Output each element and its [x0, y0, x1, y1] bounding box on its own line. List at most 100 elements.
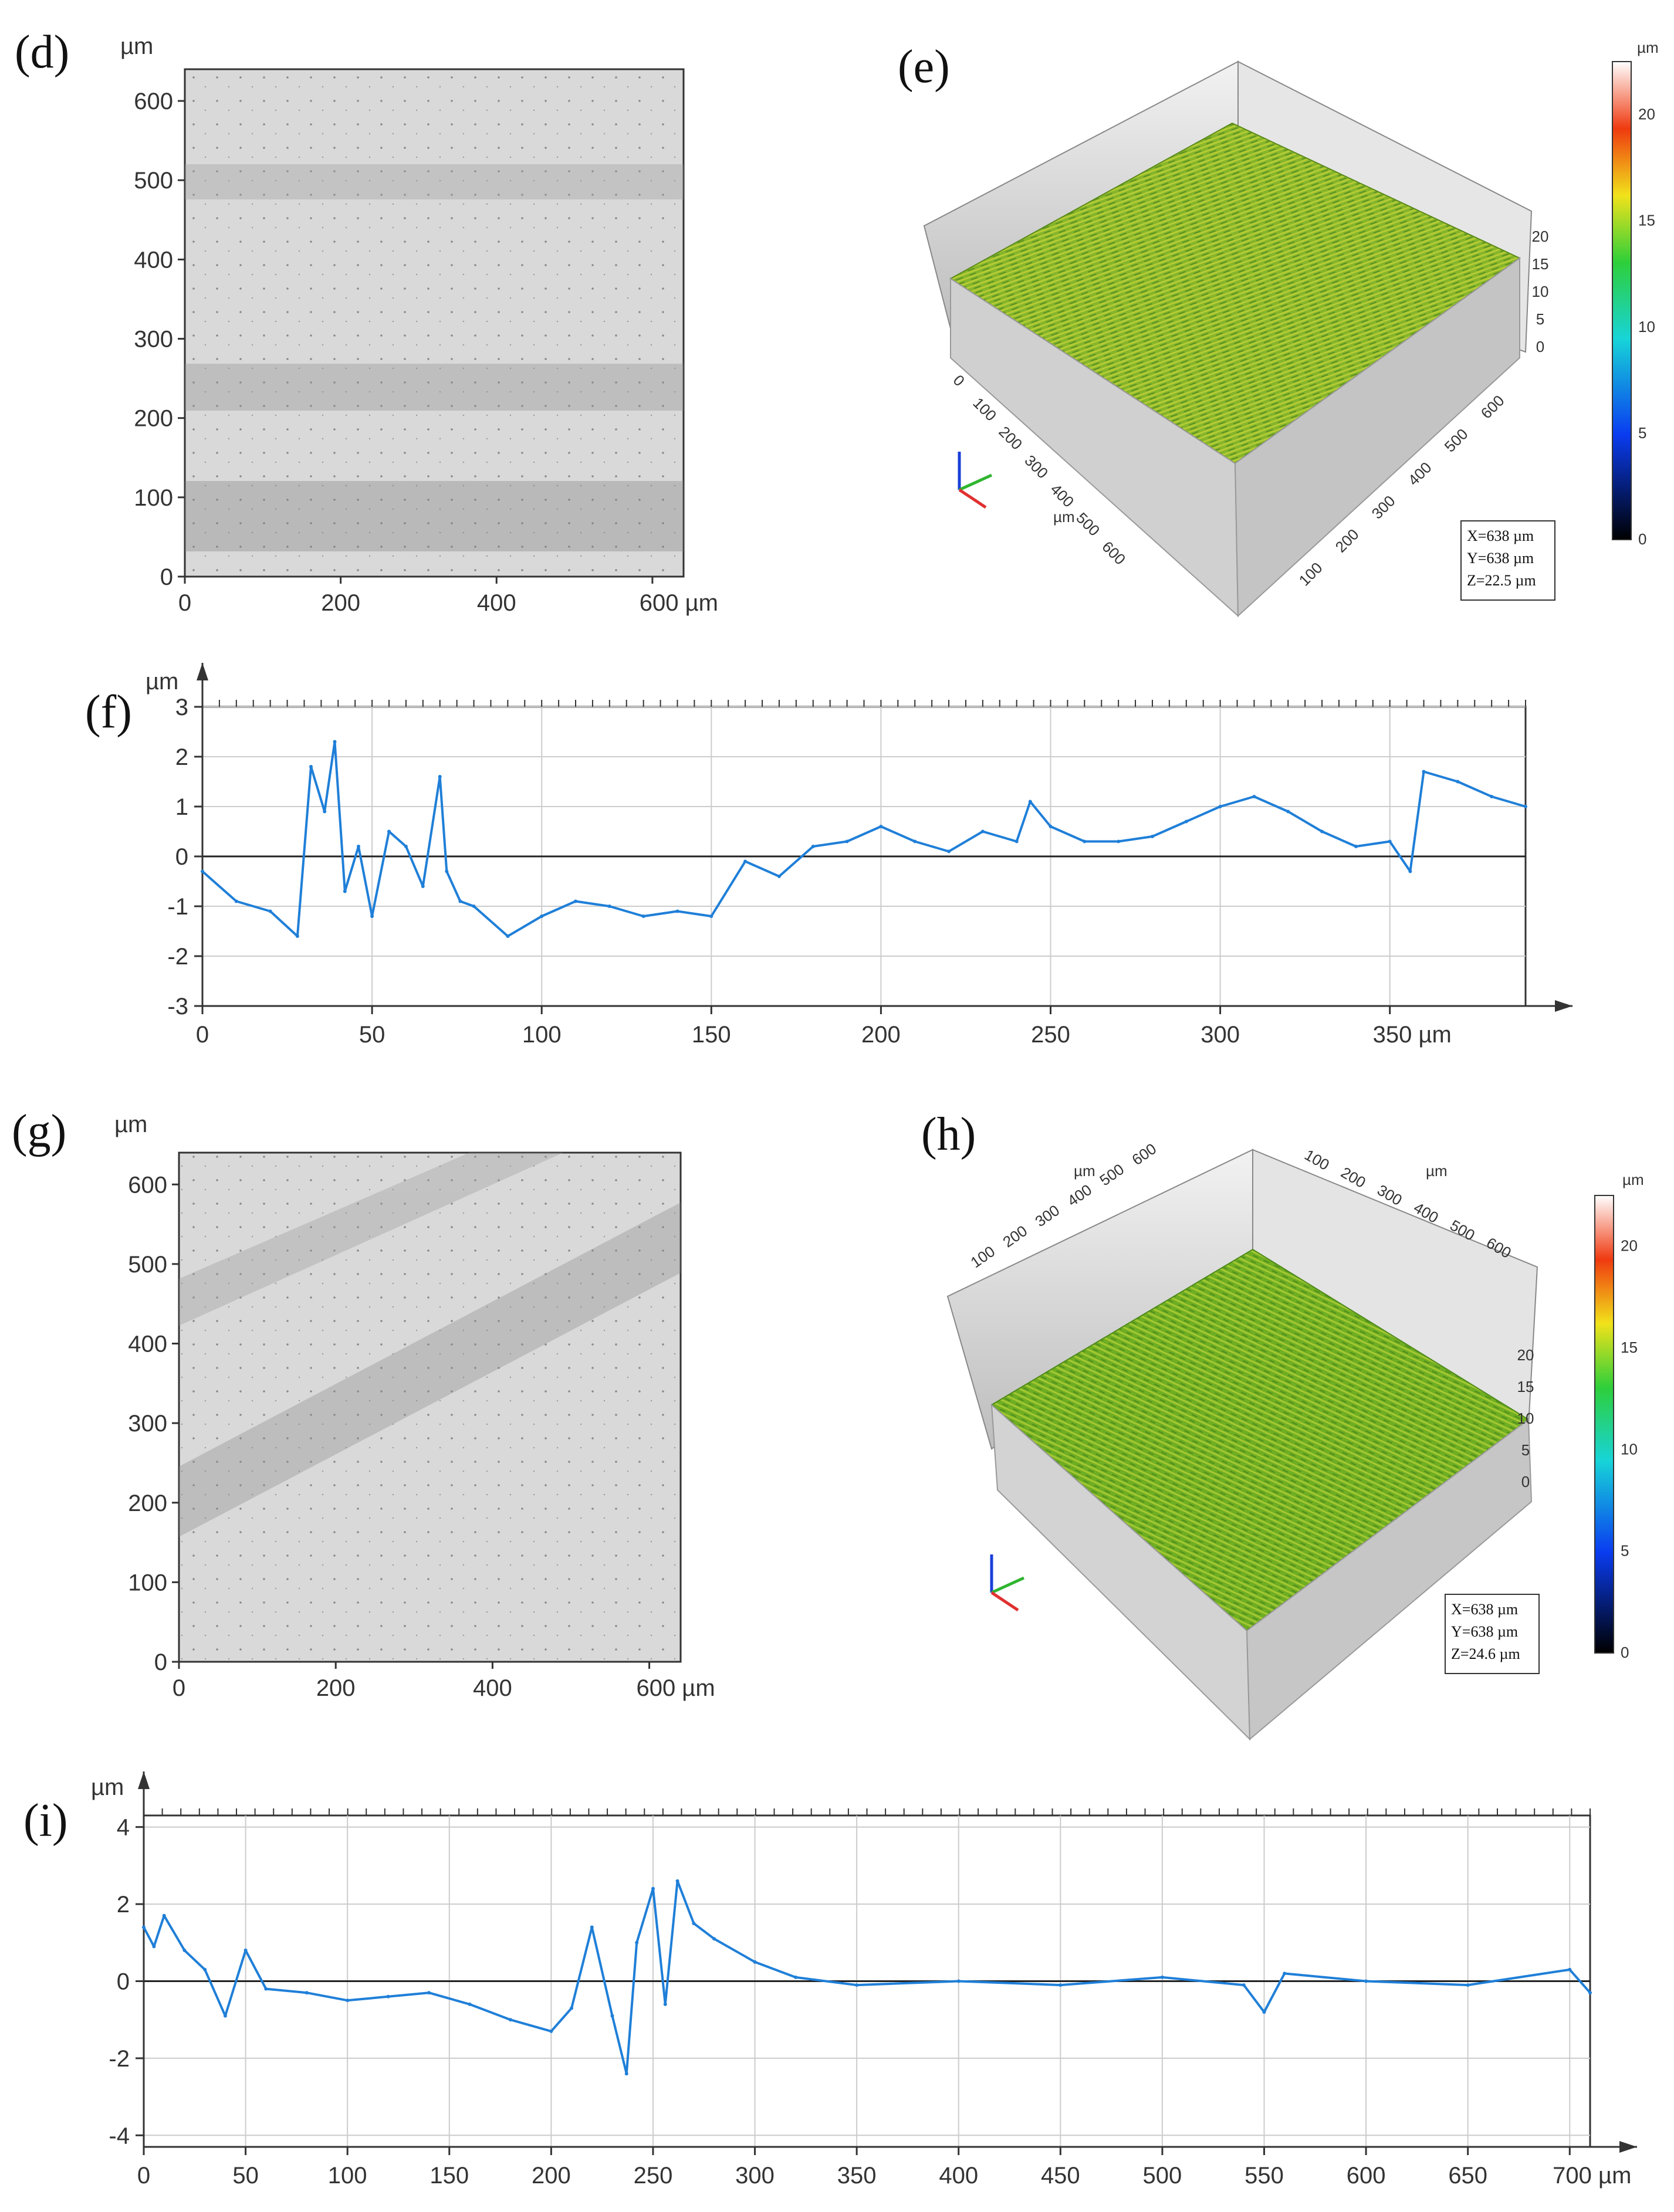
profile-point: [1364, 1979, 1368, 1983]
profile-point: [641, 914, 645, 918]
profile-point: [1286, 809, 1290, 814]
profile-point: [244, 1948, 248, 1952]
profile-point: [458, 899, 462, 903]
x-tick-label: 50: [232, 2163, 259, 2189]
x-tick-label: 600: [1347, 2163, 1386, 2189]
y-tick-label: -2: [109, 2046, 130, 2072]
chart-i-plot: 0 50 100 150 200 250 300 350 400 450 500 550 600 650 7…: [109, 1771, 1637, 2189]
profile-point: [386, 1994, 390, 1998]
chart-f: (f) µm 0 50 100 150 200 250 300 350 µm -3 -2 -1 0 1 2…: [85, 663, 1572, 1048]
profile-point: [743, 859, 748, 863]
x-tick-label: 0: [173, 1675, 185, 1701]
profile-point: [540, 914, 544, 918]
y-tick-label: 100: [128, 1570, 167, 1596]
panel-g-x-ticks: 0 200 400 600 µm: [173, 1662, 715, 1701]
x-tick-label: 150: [430, 2163, 469, 2189]
profile-point: [635, 1940, 639, 1945]
profile-point: [201, 869, 204, 873]
y-tick-label: 0: [160, 564, 173, 590]
profile-point: [370, 914, 374, 918]
axis-tick-label: 400: [1047, 480, 1077, 511]
profile-point: [1117, 839, 1121, 844]
axis-tick-label: 600: [1128, 1140, 1159, 1168]
profile-point: [712, 1937, 716, 1941]
y-tick-label: -3: [167, 994, 188, 1019]
axis-tick-label: 5: [1521, 1441, 1530, 1459]
profile-point: [468, 2002, 472, 2006]
panel-e-front-wall-right: [1234, 257, 1520, 618]
y-tick-label: 500: [134, 168, 173, 194]
profile-point: [1456, 780, 1460, 784]
axis-tick-label: 300: [1032, 1201, 1063, 1230]
y-tick-label: 100: [134, 485, 173, 511]
profile-point: [152, 1945, 156, 1949]
x-tick-label: 550: [1244, 2163, 1284, 2189]
profile-point: [1490, 795, 1494, 798]
profile-point: [590, 1925, 594, 1929]
panel-e-colorbar-unit: µm: [1637, 39, 1659, 56]
y-tick-label: 600: [128, 1172, 167, 1198]
profile-point: [421, 885, 425, 888]
y-tick-label: 1: [175, 794, 188, 820]
axis-tick-label: 100: [967, 1242, 998, 1271]
profile-point: [1588, 1991, 1592, 1995]
axis-tick-label: 10: [1532, 283, 1549, 300]
chart-i-y-unit: µm: [91, 1774, 124, 1800]
y-tick-label: 2: [117, 1892, 130, 1918]
profile-point: [1262, 2010, 1266, 2014]
profile-point: [549, 2029, 553, 2033]
profile-point: [879, 825, 883, 828]
axis-tick-label: 200: [999, 1222, 1030, 1251]
profile-point: [753, 1960, 757, 1964]
x-tick-label: 400: [939, 2163, 978, 2189]
x-tick-label: 700 µm: [1553, 2163, 1631, 2189]
x-tick-label: 0: [137, 2163, 150, 2189]
profile-point: [845, 839, 849, 844]
panel-label-h: (h): [921, 1109, 976, 1160]
panel-e-info-x: X=638 µm: [1467, 527, 1534, 544]
axis-tick-label: 5: [1536, 310, 1544, 328]
panel-e-info-box: [1460, 520, 1555, 601]
profile-point: [709, 914, 713, 918]
panel-label-e: (e): [898, 41, 950, 93]
x-tick-label: 200: [532, 2163, 571, 2189]
y-axis-arrowhead: [197, 663, 208, 680]
panel-e-info-z: Z=22.5 µm: [1467, 572, 1536, 589]
y-tick-label: 3: [175, 695, 188, 720]
profile-point: [305, 1991, 309, 1995]
panel-h-info-box: [1445, 1594, 1540, 1674]
axis-tick-label: 500: [1441, 425, 1472, 456]
x-tick-label: 300: [1200, 1022, 1240, 1048]
colorbar-tick-label: 0: [1638, 530, 1646, 548]
panel-d-y-unit: µm: [120, 33, 153, 59]
y-tick-label: 200: [128, 1491, 167, 1516]
colorbar-tick-label: 10: [1621, 1440, 1638, 1458]
x-axis-arrowhead: [1555, 1000, 1572, 1012]
axis-tick-label: 500: [1073, 509, 1103, 540]
y-tick-label: -2: [167, 944, 188, 970]
profile-point: [663, 2002, 667, 2006]
profile-point: [295, 934, 299, 938]
profile-point: [1058, 1983, 1063, 1987]
panel-label-d: (d): [15, 26, 69, 78]
x-tick-label: 400: [477, 590, 516, 616]
profile-point: [956, 1979, 961, 1983]
profile-point: [1218, 805, 1222, 808]
profile-point: [268, 909, 272, 913]
axis-tick-label: 0: [1521, 1473, 1530, 1491]
profile-point: [777, 875, 781, 878]
axis-tick-label: 0: [1536, 338, 1544, 355]
profile-point: [980, 829, 985, 834]
profile-point: [1083, 839, 1087, 844]
profile-point: [574, 899, 577, 903]
panel-g-y-unit: µm: [114, 1112, 147, 1137]
y-tick-label: 400: [134, 247, 173, 273]
profile-point: [506, 934, 510, 938]
profile-point: [323, 809, 327, 814]
panel-h-z-ticks: 0 5 10 15 20: [1517, 1346, 1534, 1491]
panel-h-info-y: Y=638 µm: [1451, 1623, 1518, 1640]
panel-g-bands: [179, 1153, 681, 1537]
profile-point: [427, 1991, 431, 1995]
profile-point: [913, 839, 917, 844]
